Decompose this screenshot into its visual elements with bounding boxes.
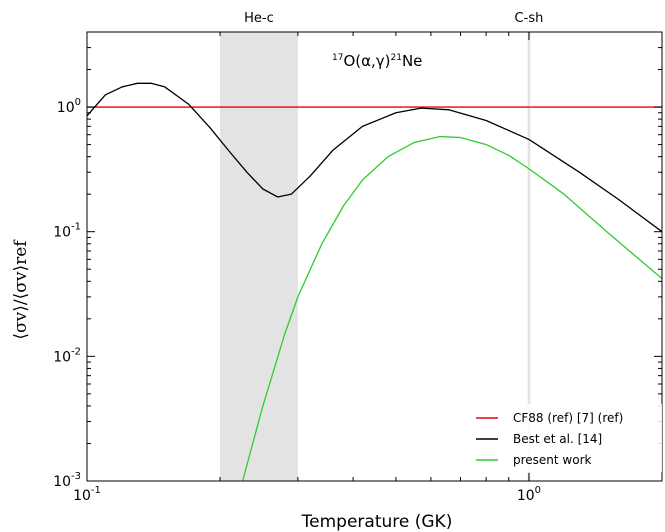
y-axis-label: ⟨σv⟩/⟨σv⟩ref (11, 239, 31, 340)
reaction-body: O(α,γ) (343, 52, 390, 70)
reaction-mass-in: 17 (332, 53, 343, 63)
legend-label-2: Best et al. [14] (513, 432, 602, 446)
x-tick-label: 10-1 (73, 485, 101, 504)
band-labels: He-c C-sh (244, 11, 543, 26)
legend-box (470, 404, 662, 472)
x-axis-label: Temperature (GK) (301, 512, 453, 532)
y-tick-label: 10-1 (53, 222, 81, 241)
reaction-label: 17O(α,γ)21Ne (332, 52, 422, 70)
band-label-he-c: He-c (244, 11, 274, 26)
series-lines (87, 82, 662, 481)
y-tick-label: 10-2 (53, 346, 81, 365)
band-c-sh (527, 32, 531, 481)
legend: CF88 (ref) [7] (ref) Best et al. [14] pres… (470, 404, 662, 472)
legend-label-3: present work (513, 453, 592, 467)
band-he-c (220, 32, 298, 481)
y-tick-labels: 10-3 10-2 10-1 100 (53, 97, 81, 490)
y-tick-label: 100 (57, 97, 81, 116)
x-tick-labels: 10-1 100 (73, 485, 541, 504)
y-tick-label: 10-3 (53, 471, 81, 490)
x-tick-label: 100 (517, 485, 541, 504)
legend-label-1: CF88 (ref) [7] (ref) (513, 411, 623, 425)
band-label-c-sh: C-sh (515, 11, 544, 26)
plot-frame (86, 31, 663, 482)
series-line-3 (242, 135, 662, 481)
reaction-mass-out: 21 (391, 53, 402, 63)
series-line-2 (87, 82, 662, 233)
reaction-product: Ne (402, 52, 422, 70)
